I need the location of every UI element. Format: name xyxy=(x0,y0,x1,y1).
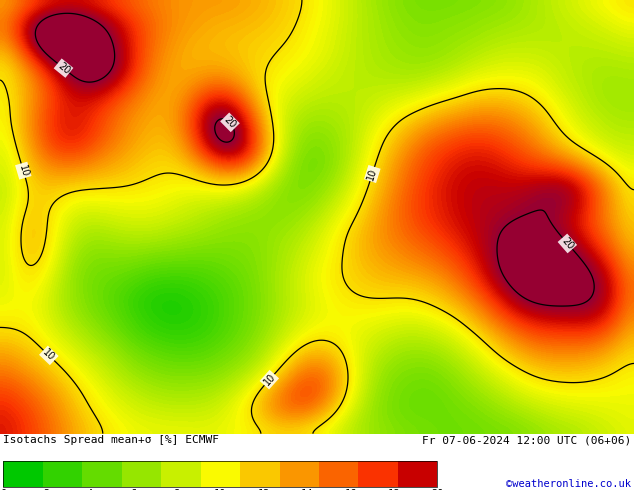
Text: 2: 2 xyxy=(44,489,49,490)
Bar xyxy=(280,461,319,487)
Bar xyxy=(200,461,240,487)
Text: ©weatheronline.co.uk: ©weatheronline.co.uk xyxy=(506,479,631,489)
Text: 14: 14 xyxy=(301,489,313,490)
Text: 6: 6 xyxy=(131,489,136,490)
Text: 10: 10 xyxy=(366,167,379,181)
Bar xyxy=(82,461,122,487)
Text: 20: 20 xyxy=(560,236,575,251)
Text: 8: 8 xyxy=(174,489,180,490)
Bar xyxy=(122,461,161,487)
Text: 18: 18 xyxy=(388,489,400,490)
Bar xyxy=(319,461,358,487)
Text: 10: 10 xyxy=(214,489,226,490)
Text: Fr 07-06-2024 12:00 UTC (06+06): Fr 07-06-2024 12:00 UTC (06+06) xyxy=(422,435,631,445)
Text: 10: 10 xyxy=(41,347,56,363)
Text: 10: 10 xyxy=(262,372,277,388)
Bar xyxy=(3,461,437,487)
Bar xyxy=(161,461,200,487)
Text: 10: 10 xyxy=(16,163,30,178)
Text: 16: 16 xyxy=(344,489,357,490)
Text: 4: 4 xyxy=(87,489,93,490)
Text: 12: 12 xyxy=(257,489,270,490)
Bar xyxy=(42,461,82,487)
Bar xyxy=(240,461,280,487)
Text: 0: 0 xyxy=(0,489,6,490)
Bar xyxy=(358,461,398,487)
Text: Isotachs Spread mean+σ [%] ECMWF: Isotachs Spread mean+σ [%] ECMWF xyxy=(3,435,219,445)
Text: 20: 20 xyxy=(431,489,444,490)
Text: 20: 20 xyxy=(222,115,238,130)
Bar xyxy=(3,461,42,487)
Bar xyxy=(398,461,437,487)
Text: 20: 20 xyxy=(56,60,72,76)
